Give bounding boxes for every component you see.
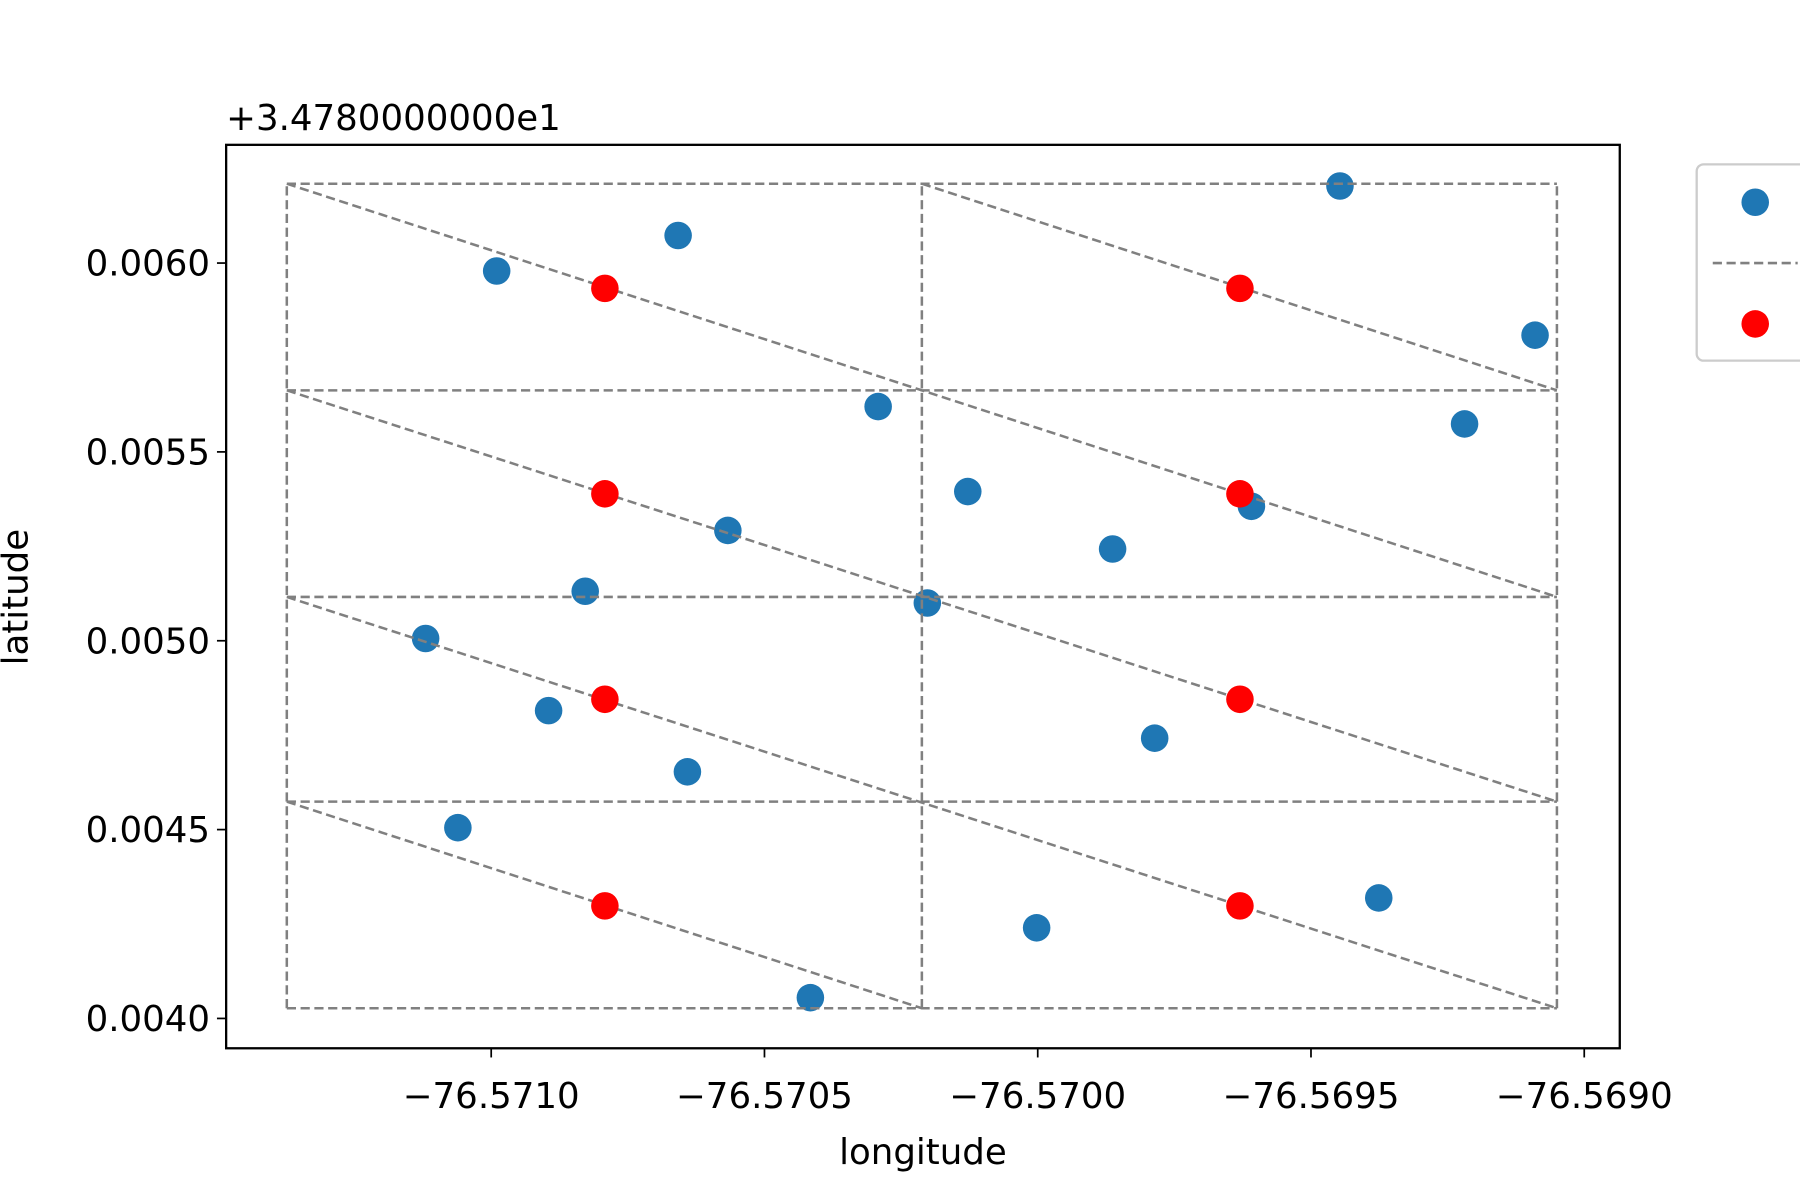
dashed-line: [285, 182, 1559, 1010]
point: [864, 392, 892, 421]
x-tick-label: −76.5710: [403, 1076, 580, 1117]
x-tick-label: −76.5700: [949, 1076, 1126, 1117]
y-tick-label: 0.0060: [86, 244, 211, 285]
legend-marker: [1741, 310, 1770, 338]
point: [482, 257, 511, 285]
point: [1521, 321, 1549, 349]
point: [1364, 884, 1393, 912]
point: [591, 480, 619, 508]
y-tick-label: 0.0050: [86, 621, 211, 662]
legend-marker: [1741, 188, 1770, 217]
y-tick-label: 0.0040: [86, 999, 211, 1040]
point: [1326, 172, 1354, 200]
point: [1450, 410, 1479, 438]
point: [534, 696, 563, 725]
point: [1098, 535, 1127, 563]
point: [953, 477, 982, 506]
x-tick-label: −76.5705: [676, 1076, 853, 1117]
point: [1226, 685, 1254, 714]
point: [591, 892, 619, 920]
point: [444, 813, 472, 842]
point: [673, 758, 702, 786]
point: [591, 685, 619, 714]
x-tick-label: −76.5690: [1496, 1076, 1673, 1117]
point: [1226, 274, 1254, 303]
point: [591, 274, 619, 303]
y-axis-label: latitude: [0, 529, 37, 666]
point: [714, 516, 742, 545]
point: [1022, 914, 1051, 942]
y-tick-label: 0.0055: [86, 433, 211, 474]
point: [571, 577, 599, 606]
point: [1226, 892, 1254, 920]
point: [1140, 724, 1169, 752]
y-tick-label: 0.0045: [86, 810, 211, 851]
point: [411, 624, 440, 653]
point: [1226, 480, 1254, 508]
point: [796, 983, 825, 1012]
x-tick-label: −76.5695: [1223, 1076, 1400, 1117]
x-axis-label: longitude: [839, 1132, 1007, 1173]
y-offset-text: +3.4780000000e1: [226, 98, 561, 139]
plot-frame: [225, 143, 1621, 1050]
point: [664, 221, 692, 250]
